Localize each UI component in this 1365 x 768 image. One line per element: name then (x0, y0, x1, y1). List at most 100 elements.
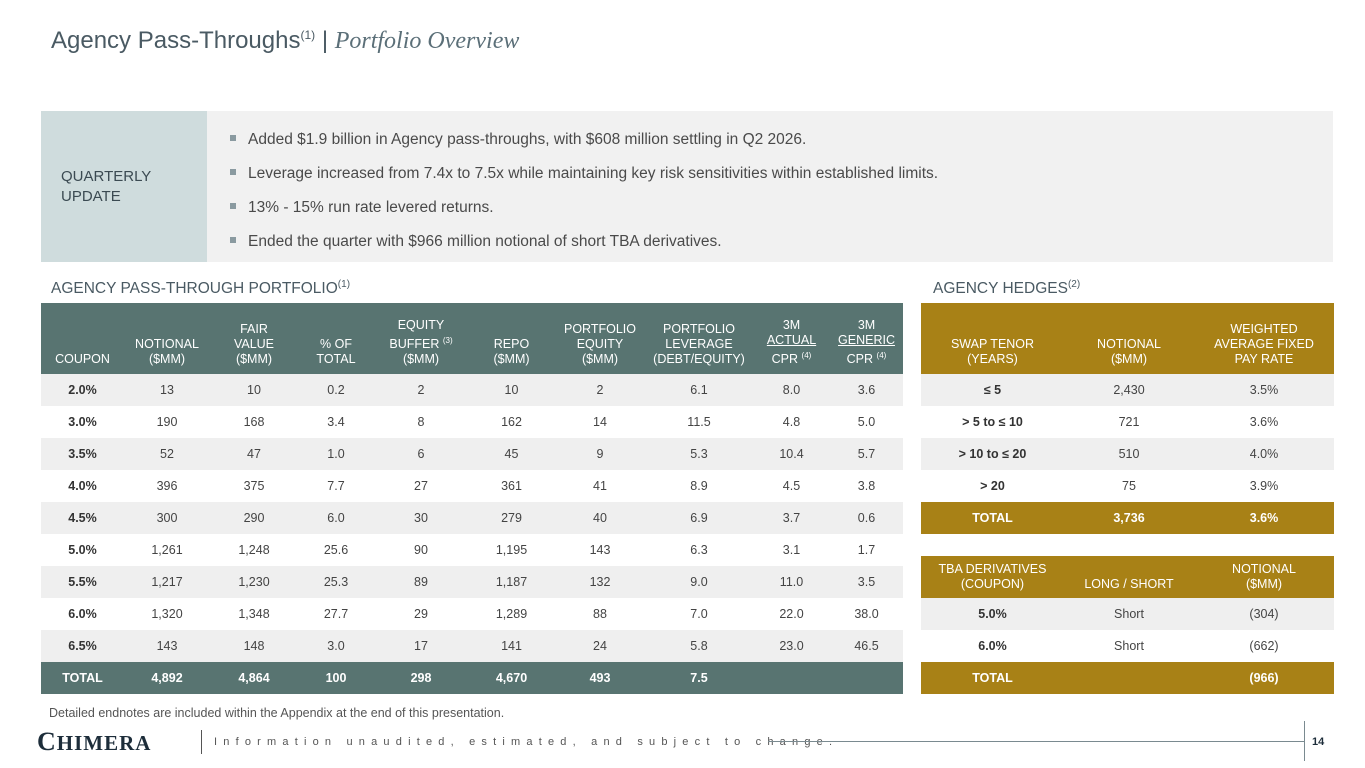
table-row: > 10 to ≤ 20 510 4.0% (921, 438, 1334, 470)
table-cell: 25.3 (298, 566, 374, 598)
page-number: 14 (1312, 736, 1325, 748)
portfolio-section-title: AGENCY PASS-THROUGH PORTFOLIO(1) (51, 279, 351, 298)
table-cell: 47 (210, 438, 298, 470)
table-cell: 168 (243, 415, 265, 429)
table-cell: 190 (156, 415, 178, 429)
table-cell: 89 (374, 566, 468, 598)
table-cell: 4.5 (782, 479, 801, 493)
table-cell: 1,289 (495, 607, 528, 621)
table-cell: 1,217 (124, 566, 210, 598)
table-cell: 375 (243, 479, 265, 493)
table-row: 2.0% 13 10 0.2 2 10 2 6.1 8.0 3.6 (41, 374, 903, 406)
table-cell: 5.8 (645, 630, 753, 662)
table-row: > 20 75 3.9% (921, 470, 1334, 502)
square-bullet-icon (230, 236, 236, 243)
table-cell: 38.0 (854, 607, 879, 621)
swap-hedges-table: SWAP TENOR (YEARS) NOTIONAL ($MM) WEIGHTED… (921, 303, 1334, 534)
total-cell: TOTAL (921, 662, 1064, 694)
table-cell: 75 (1122, 479, 1136, 493)
total-cell: 4,892 (124, 662, 210, 694)
total-cell: 493 (555, 662, 645, 694)
footer-rule (768, 741, 1304, 742)
table-cell: 2.0% (41, 374, 124, 406)
table-cell: 132 (555, 566, 645, 598)
update-bullet: Leverage increased from 7.4x to 7.5x whi… (230, 157, 938, 191)
table-cell: 361 (501, 479, 522, 493)
col-header: FAIR VALUE ($MM) (233, 322, 275, 366)
table-cell: 8.9 (690, 479, 708, 493)
table-row: 3.5% 52 47 1.0 6 45 9 5.3 10.4 5.7 (41, 438, 903, 470)
title-main: Agency Pass-Throughs (51, 27, 301, 54)
table-cell: Short (1064, 598, 1194, 630)
table-cell: (662) (1249, 639, 1279, 653)
col-header: 3M GENERIC CPR (4) (838, 317, 895, 366)
table-cell: 7.7 (327, 479, 345, 493)
table-cell: 27 (414, 479, 428, 493)
table-row: ≤ 5 2,430 3.5% (921, 374, 1334, 406)
col-header: WEIGHTED AVERAGE FIXED PAY RATE (1214, 322, 1314, 366)
table-header-row: COUPON NOTIONAL ($MM) FAIR VALUE ($MM) % OF… (41, 303, 903, 374)
update-bullet: Added $1.9 billion in Agency pass-throug… (230, 123, 938, 157)
portfolio-table: COUPON NOTIONAL ($MM) FAIR VALUE ($MM) % OF… (41, 303, 903, 694)
table-cell: 40 (555, 502, 645, 534)
table-cell: 1,195 (495, 543, 528, 557)
quarterly-update-label: QUARTERLY UPDATE (41, 111, 207, 262)
title-separator: | (321, 27, 329, 54)
table-cell: 5.5% (41, 566, 124, 598)
table-cell: 8.0 (753, 374, 830, 406)
table-cell: 279 (468, 502, 555, 534)
table-cell: 6.3 (690, 543, 708, 557)
footer-vertical-rule (1304, 721, 1305, 761)
col-header: 3M ACTUAL CPR (4) (766, 317, 817, 366)
col-header: NOTIONAL ($MM) (1097, 337, 1161, 366)
table-cell: 6.0 (298, 502, 374, 534)
table-row: 4.0% 396 375 7.7 27 361 41 8.9 4.5 3.8 (41, 470, 903, 502)
table-cell: 4.0% (68, 479, 97, 493)
total-cell: 4,670 (468, 662, 555, 694)
table-cell: 27.7 (323, 607, 349, 621)
table-total-row: TOTAL 3,736 3.6% (921, 502, 1334, 534)
chimera-logo: CHIMERA (37, 727, 152, 756)
table-cell: 721 (1118, 415, 1140, 429)
table-cell: 1.0 (298, 438, 374, 470)
table-cell: 5.0% (68, 543, 97, 557)
table-cell: 13 (124, 374, 210, 406)
table-cell: 9 (555, 438, 645, 470)
table-row: 6.0% Short (662) (921, 630, 1334, 662)
square-bullet-icon (230, 202, 236, 209)
col-header: SWAP TENOR (YEARS) (950, 337, 1035, 366)
table-cell: 22.0 (779, 607, 804, 621)
table-cell: 30 (374, 502, 468, 534)
table-cell: 3.0% (68, 415, 97, 429)
table-cell: 3.9% (1249, 479, 1279, 493)
table-cell: 3.5 (830, 566, 903, 598)
hedges-section-title: AGENCY HEDGES(2) (933, 279, 1081, 298)
col-header: EQUITY BUFFER (3) ($MM) (389, 317, 453, 366)
table-cell: 148 (210, 630, 298, 662)
table-cell: 7.0 (690, 607, 708, 621)
table-cell: 10 (210, 374, 298, 406)
table-cell: > 20 (980, 479, 1005, 493)
table-cell: 25.6 (323, 543, 349, 557)
table-cell: 6.0% (978, 639, 1007, 653)
col-header: NOTIONAL ($MM) (1232, 562, 1296, 591)
table-cell: 11.5 (687, 415, 711, 429)
table-cell: 88 (593, 607, 607, 621)
total-cell (830, 662, 903, 694)
tba-derivatives-table: TBA DERIVATIVES (COUPON) LONG / SHORT NOT… (921, 556, 1334, 694)
table-cell: 1,187 (468, 566, 555, 598)
total-cell (1064, 662, 1194, 694)
total-cell: 7.5 (645, 662, 753, 694)
col-header: REPO ($MM) (493, 337, 530, 366)
table-cell: 162 (501, 415, 522, 429)
table-cell: 1,261 (151, 543, 183, 557)
table-cell: 0.6 (830, 502, 903, 534)
footer-divider (201, 730, 202, 754)
table-total-row: TOTAL 4,892 4,864 100 298 4,670 493 7.5 (41, 662, 903, 694)
table-cell: 6.1 (645, 374, 753, 406)
table-cell: 10.4 (753, 438, 830, 470)
endnote: Detailed endnotes are included within th… (49, 706, 505, 720)
table-cell: 5.0 (857, 415, 876, 429)
table-header-row: SWAP TENOR (YEARS) NOTIONAL ($MM) WEIGHTED… (921, 303, 1334, 374)
title-footnote: (1) (300, 28, 316, 42)
